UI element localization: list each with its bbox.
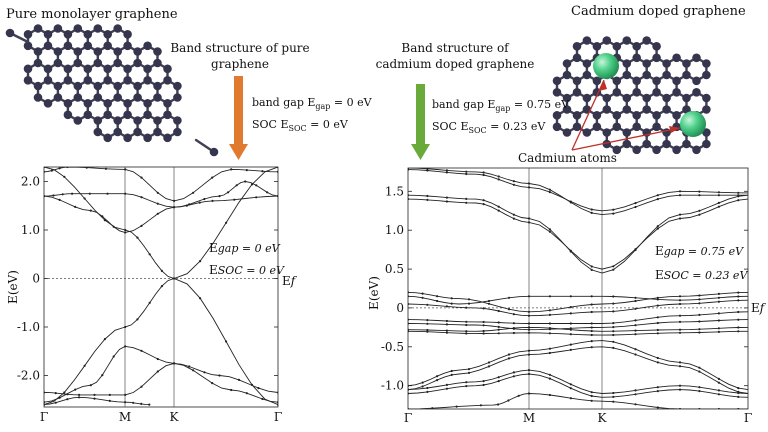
- right-soc-line: SOC ESOC = 0.23 eV: [432, 120, 546, 135]
- y-tick-label: -1.0: [17, 320, 40, 334]
- left-plot-frame: [43, 166, 279, 408]
- right-ef-label: Ef: [751, 301, 767, 315]
- band-line: [408, 340, 748, 391]
- right-plot-frame: [407, 167, 749, 410]
- y-tick-label: 0: [32, 272, 40, 286]
- y-tick-label: -0.5: [381, 340, 404, 354]
- cadmium-atom-2: [680, 111, 706, 137]
- right-band-plot: 1.5 1.0 0.5 0 -0.5 -1.0 E(eV) Γ M K Γ Egap = …: [367, 167, 752, 425]
- band-line: [408, 198, 748, 270]
- left-gap-line: band gap Egap = 0 eV: [252, 96, 373, 111]
- left-soc-line: SOC ESOC = 0 eV: [252, 118, 349, 133]
- left-xtick-k: K: [170, 410, 180, 424]
- left-ylabel: E(eV): [6, 270, 20, 304]
- right-esoc-text: ESOC = 0.23 eV: [655, 268, 748, 282]
- band-line: [408, 330, 748, 336]
- cadmium-atoms-label: Cadmium atoms: [518, 151, 617, 165]
- y-tick-label: 0: [396, 301, 404, 315]
- band-line: [44, 345, 278, 403]
- left-y-ticks: 2.0 1.0 0 -1.0 -2.0: [17, 175, 278, 383]
- y-tick-label: 1.5: [385, 184, 404, 198]
- y-tick-label: 1.0: [385, 223, 404, 237]
- y-tick-label: 1.0: [21, 223, 40, 237]
- left-band-plot: 2.0 1.0 0 -1.0 -2.0 E(eV) Γ M K Γ Ef Egap = …: [6, 166, 298, 424]
- right-xtick-gamma: Γ: [404, 411, 412, 425]
- left-bands: [44, 167, 278, 406]
- left-xtick-m: M: [119, 410, 131, 424]
- band-line: [408, 319, 748, 331]
- right-xtick-k: K: [598, 411, 608, 425]
- left-esoc-text: ESOC = 0 eV: [209, 263, 285, 277]
- left-arrow-caption-1: Band structure of pure: [170, 41, 309, 55]
- right-xtick-gamma-end: Γ: [744, 411, 752, 425]
- band-line: [408, 311, 748, 324]
- right-title: Cadmium doped graphene: [571, 4, 746, 19]
- right-ylabel: E(eV): [367, 276, 381, 310]
- right-xtick-m: M: [523, 411, 535, 425]
- band-line: [408, 169, 748, 212]
- band-line: [408, 295, 748, 305]
- band-line: [44, 278, 278, 406]
- left-arrow-caption-2: graphene: [211, 57, 269, 71]
- right-arrow-caption-2: cadmium doped graphene: [376, 57, 535, 71]
- band-line: [44, 195, 278, 233]
- band-line: [44, 181, 278, 208]
- band-line: [44, 167, 278, 279]
- y-tick-label: -2.0: [17, 369, 40, 383]
- band-line: [44, 396, 150, 406]
- cadmium-atom-1: [593, 53, 619, 79]
- right-y-ticks: 1.5 1.0 0.5 0 -0.5 -1.0: [381, 184, 748, 393]
- band-line: [408, 326, 748, 332]
- left-xtick-gamma: Γ: [40, 410, 48, 424]
- green-arrow: [411, 84, 430, 160]
- band-line: [408, 369, 748, 394]
- band-line: [408, 291, 748, 313]
- y-tick-label: 0.5: [385, 262, 404, 276]
- right-gap-line: band gap Egap = 0.75 eV: [432, 98, 570, 113]
- doped-graphene-lattice: [552, 36, 711, 155]
- right-bands: [408, 168, 748, 409]
- band-line: [44, 167, 278, 202]
- right-egap-text: Egap = 0.75 eV: [655, 244, 744, 258]
- y-tick-label: -1.0: [381, 379, 404, 393]
- y-tick-label: 2.0: [21, 175, 40, 189]
- cadmium-pointer-arrows: [571, 79, 681, 151]
- right-arrow-caption-1: Band structure of: [401, 41, 510, 55]
- left-ef-label: Ef: [282, 274, 298, 288]
- orange-arrow: [229, 76, 248, 160]
- graphene-lattice: [5, 24, 219, 157]
- band-line: [408, 346, 748, 394]
- band-line: [408, 373, 748, 398]
- band-line: [44, 362, 278, 396]
- band-line: [408, 393, 748, 409]
- band-line: [408, 299, 748, 317]
- left-egap-text: Egap = 0 eV: [209, 241, 281, 255]
- left-title: Pure monolayer graphene: [6, 7, 178, 22]
- left-xtick-gamma-end: Γ: [274, 410, 282, 424]
